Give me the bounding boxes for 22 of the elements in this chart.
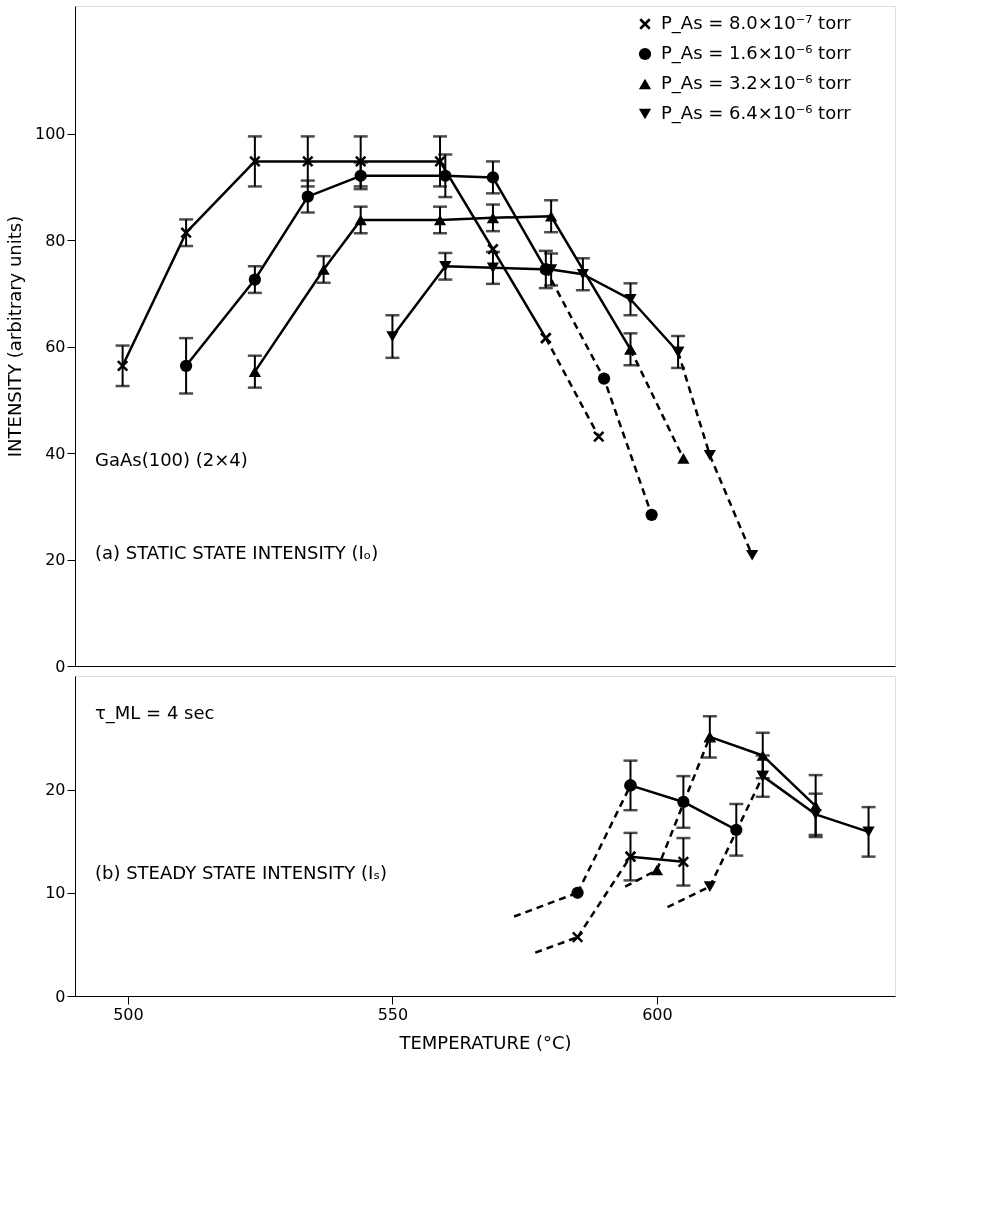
annotation: (a) STATIC STATE INTENSITY (Iₒ) xyxy=(95,541,379,563)
annotation: τ_ML = 4 sec xyxy=(95,702,215,725)
legend-label: P_As = 1.6×10⁻⁶ torr xyxy=(661,42,852,64)
legend-label: P_As = 8.0×10⁻⁷ torr xyxy=(661,12,852,34)
y-tick-label: 40 xyxy=(45,443,66,463)
y-tick-label: 0 xyxy=(55,656,66,676)
y-tick-label: 0 xyxy=(55,986,66,1006)
legend-label: P_As = 6.4×10⁻⁶ torr xyxy=(661,102,852,124)
y-tick-label: 100 xyxy=(34,124,66,144)
x-tick-label: 600 xyxy=(642,1004,673,1024)
y-tick-label: 20 xyxy=(45,780,66,800)
y-axis-title: INTENSITY (arbitrary units) xyxy=(3,215,25,458)
annotation: (b) STEADY STATE INTENSITY (Iₛ) xyxy=(95,862,388,884)
y-tick-label: 60 xyxy=(45,337,66,357)
y-tick-label: 10 xyxy=(45,883,66,903)
x-tick-label: 500 xyxy=(113,1004,144,1024)
x-axis-title: TEMPERATURE (°C) xyxy=(398,1031,572,1053)
legend-label: P_As = 3.2×10⁻⁶ torr xyxy=(661,72,852,94)
annotation: GaAs(100) (2×4) xyxy=(95,449,248,471)
y-tick-label: 80 xyxy=(45,230,66,250)
y-tick-label: 20 xyxy=(45,550,66,570)
x-tick-label: 550 xyxy=(377,1004,409,1024)
